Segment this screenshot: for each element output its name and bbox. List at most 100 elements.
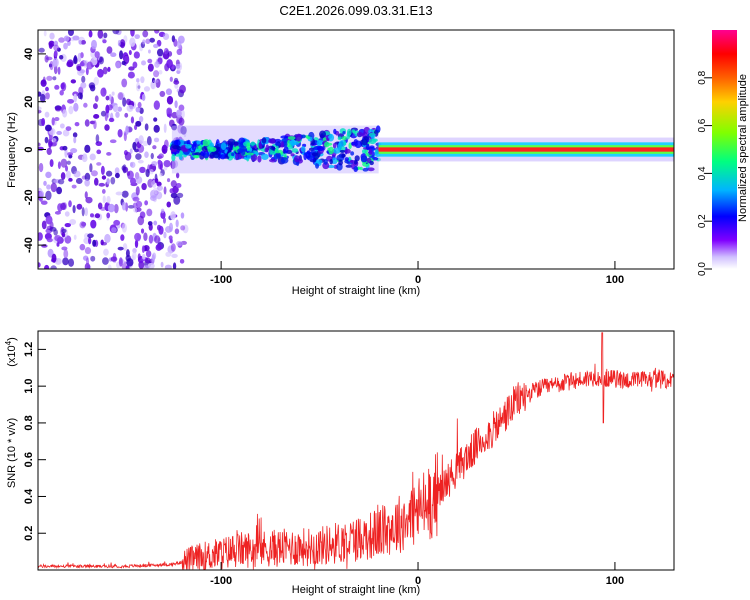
spectrogram-band-cell [361,148,367,154]
spectrogram-noise-cell [44,136,49,144]
spectrogram-noise-cell [166,59,173,69]
spectrogram-noise-cell [51,117,55,126]
spectrogram-noise-cell [57,203,63,212]
spectrogram-noise-cell [38,109,42,114]
spectrogram-noise-cell [66,61,73,68]
spectrogram-noise-cell [77,52,82,63]
spectrogram-noise-cell [144,151,149,159]
spectrogram-noise-cell [132,61,138,69]
spectrogram-band-cell [269,158,277,163]
snr-y-tick-label: 1.0 [23,379,35,394]
spectrogram-noise-cell [50,265,57,269]
spectrogram-noise-cell [46,147,52,155]
spectrogram-xlabel: Height of straight line (km) [292,285,420,297]
spectrogram-noise-cell [137,159,144,164]
spectrogram-band-cell [290,153,295,157]
spectrogram-noise-cell [164,47,169,55]
spectrogram-noise-cell [53,50,58,58]
spectrogram-band-cell [196,140,201,145]
spectrogram-noise-cell [73,170,81,178]
spectrogram-panel: -100 0 100 -40 -20 0 20 40 Height of straight … [6,29,675,297]
spectrogram-noise-cell [122,164,127,174]
spectrogram-noise-cell [46,225,53,231]
spectrogram-band-cell [368,148,373,156]
spectrogram-x-tick-label: -100 [210,274,232,286]
spectrogram-noise-cell [121,78,128,88]
spectrogram-noise-cell [135,106,141,113]
spectrogram-band-cell [231,152,235,157]
spectrogram-noise-cell [142,140,149,146]
spectrogram-noise-cell [168,235,173,241]
spectrogram-noise-cell [117,128,123,138]
spectrogram-noise-cell [122,97,127,107]
spectrogram-noise-cell [51,137,57,143]
spectrogram-noise-cell [160,208,165,214]
spectrogram-noise-cell [153,43,159,49]
spectrogram-noise-cell [133,51,140,59]
spectrogram-noise-cell [65,126,72,131]
spectrogram-band-cell [179,149,183,158]
spectrogram-noise-cell [61,232,66,238]
spectrogram-noise-cell [101,189,106,194]
spectrogram-noise-cell [126,258,134,267]
spectrogram-band-cell [283,146,289,154]
spectrogram-noise-cell [142,30,149,38]
spectrogram-noise-cell [148,234,154,244]
spectrogram-band-cell [354,155,360,162]
spectrogram-noise-cell [56,186,63,195]
snr-y-tick-label: 0.4 [23,488,35,504]
spectrogram-noise-cell [170,211,176,221]
spectrogram-noise-cell [118,257,123,267]
spectrogram-noise-cell [121,60,126,66]
spectrogram-band-cell [315,162,320,169]
snr-y-ticks: 0.2 0.4 0.6 0.8 1.0 1.2 [23,342,46,541]
spectrogram-noise-cell [107,264,112,269]
spectrogram-band-cell [369,160,374,166]
spectrogram-noise-cell [73,93,78,103]
spectrogram-noise-cell [45,92,50,100]
spectrogram-noise-cell [121,223,127,233]
spectrogram-band-cell [253,145,257,149]
colorbar-tick-label: 0.2 [697,214,708,228]
spectrogram-band-cell [202,139,210,147]
spectrogram-band-cell [359,166,363,171]
spectrogram-noise-cell [96,162,102,166]
spectrogram-noise-cell [174,228,180,235]
spectrogram-noise-cell [145,250,152,258]
spectrogram-noise-cell [73,102,79,112]
spectrogram-band-cell [341,135,347,141]
spectrogram-noise-cell [68,177,73,182]
spectrogram-noise-cell [114,172,120,179]
spectrogram-noise-cell [117,106,123,112]
spectrogram-noise-cell [146,208,153,217]
spectrogram-noise-cell [86,61,94,70]
spectrogram-noise-cell [43,30,47,37]
snr-y-tick-label: 0.2 [23,526,35,541]
spectrogram-noise-cell [87,233,94,239]
spectrogram-noise-cell [163,186,167,195]
spectrogram-noise-cell [159,90,166,98]
snr-x-tick-label: -100 [210,575,232,587]
spectrogram-noise-cell [112,252,117,261]
spectrogram-noise-cell [133,207,138,213]
snr-xlabel: Height of straight line (km) [292,584,420,596]
spectrogram-noise-cell [158,153,164,159]
spectrogram-band-cell [251,147,259,151]
spectrogram-noise-cell [81,154,88,163]
spectrogram-noise-cell [59,123,65,129]
spectrogram-noise-cell [180,225,186,231]
spectrogram-noise-cell [144,200,149,206]
spectrogram-noise-cell [147,221,153,226]
spectrogram-band-cell [277,152,281,159]
spectrogram-noise-cell [129,37,136,47]
spectrogram-noise-cell [178,104,185,112]
spectrogram-noise-cell [45,190,52,201]
spectrogram-noise-cell [156,185,163,191]
spectrogram-noise-cell [72,35,80,41]
spectrogram-noise-cell [95,134,100,144]
spectrogram-noise-cell [130,177,137,185]
spectrogram-band-cell [343,141,347,146]
spectrogram-noise-cell [136,82,141,92]
spectrogram-noise-cell [97,202,103,210]
spectrogram-noise-cell [90,255,96,262]
